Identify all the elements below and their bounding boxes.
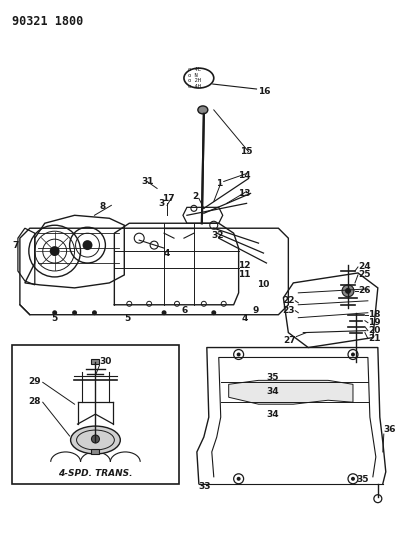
Text: 6: 6 bbox=[182, 306, 188, 315]
Circle shape bbox=[82, 240, 92, 250]
Text: 14: 14 bbox=[238, 171, 251, 180]
Text: 29: 29 bbox=[28, 377, 41, 386]
Text: 31: 31 bbox=[141, 177, 153, 186]
Text: 12: 12 bbox=[238, 261, 251, 270]
Text: 35: 35 bbox=[267, 373, 279, 382]
Text: 21: 21 bbox=[368, 334, 380, 343]
Text: 25: 25 bbox=[358, 270, 371, 279]
Text: 2: 2 bbox=[192, 192, 198, 201]
Text: 33: 33 bbox=[199, 482, 211, 491]
Text: 3: 3 bbox=[158, 199, 164, 208]
Text: 18: 18 bbox=[368, 310, 380, 319]
Circle shape bbox=[92, 310, 97, 315]
Text: 7: 7 bbox=[13, 240, 19, 249]
Text: 16: 16 bbox=[259, 87, 271, 96]
Text: 24: 24 bbox=[358, 262, 371, 271]
Circle shape bbox=[50, 246, 60, 256]
Polygon shape bbox=[229, 381, 353, 404]
Text: 5: 5 bbox=[124, 314, 131, 323]
Text: 90321 1800: 90321 1800 bbox=[12, 15, 83, 28]
Ellipse shape bbox=[70, 426, 120, 454]
Circle shape bbox=[345, 288, 351, 294]
Circle shape bbox=[92, 435, 100, 443]
Text: 19: 19 bbox=[368, 318, 380, 327]
Text: 9: 9 bbox=[252, 306, 259, 315]
Text: 26: 26 bbox=[358, 286, 371, 295]
Text: 32: 32 bbox=[211, 231, 224, 240]
Text: 28: 28 bbox=[28, 397, 40, 406]
Circle shape bbox=[211, 310, 216, 315]
Text: 4: 4 bbox=[164, 248, 170, 257]
Text: 27: 27 bbox=[283, 336, 296, 345]
Text: 4: 4 bbox=[242, 314, 248, 323]
Text: 17: 17 bbox=[162, 194, 174, 203]
Text: 10: 10 bbox=[257, 280, 270, 289]
Text: 15: 15 bbox=[240, 147, 253, 156]
Text: 20: 20 bbox=[368, 326, 380, 335]
Circle shape bbox=[237, 477, 241, 481]
Text: 34: 34 bbox=[267, 387, 279, 396]
Text: 8: 8 bbox=[99, 202, 105, 211]
Text: 5: 5 bbox=[52, 314, 58, 323]
Text: 30: 30 bbox=[100, 358, 112, 367]
Text: o 4H: o 4H bbox=[188, 84, 201, 88]
Text: 13: 13 bbox=[238, 189, 251, 198]
Text: 1: 1 bbox=[216, 179, 222, 188]
Text: 11: 11 bbox=[238, 270, 251, 279]
Text: 36: 36 bbox=[384, 425, 396, 434]
Text: 34: 34 bbox=[267, 410, 279, 419]
Circle shape bbox=[162, 310, 166, 315]
Bar bbox=[12, 344, 179, 484]
Text: 23: 23 bbox=[283, 306, 295, 315]
Text: o N: o N bbox=[188, 72, 198, 78]
Text: 35: 35 bbox=[356, 475, 369, 484]
Circle shape bbox=[237, 352, 241, 357]
Circle shape bbox=[52, 310, 57, 315]
Bar bbox=[92, 359, 100, 365]
Circle shape bbox=[351, 477, 355, 481]
Text: 4-SPD. TRANS.: 4-SPD. TRANS. bbox=[58, 469, 133, 478]
Circle shape bbox=[351, 352, 355, 357]
Circle shape bbox=[72, 310, 77, 315]
Text: o 4L: o 4L bbox=[188, 67, 201, 72]
Circle shape bbox=[342, 285, 354, 297]
Bar bbox=[92, 449, 100, 454]
Text: 22: 22 bbox=[283, 296, 295, 305]
Text: o 2H: o 2H bbox=[188, 78, 201, 83]
Ellipse shape bbox=[198, 106, 208, 114]
